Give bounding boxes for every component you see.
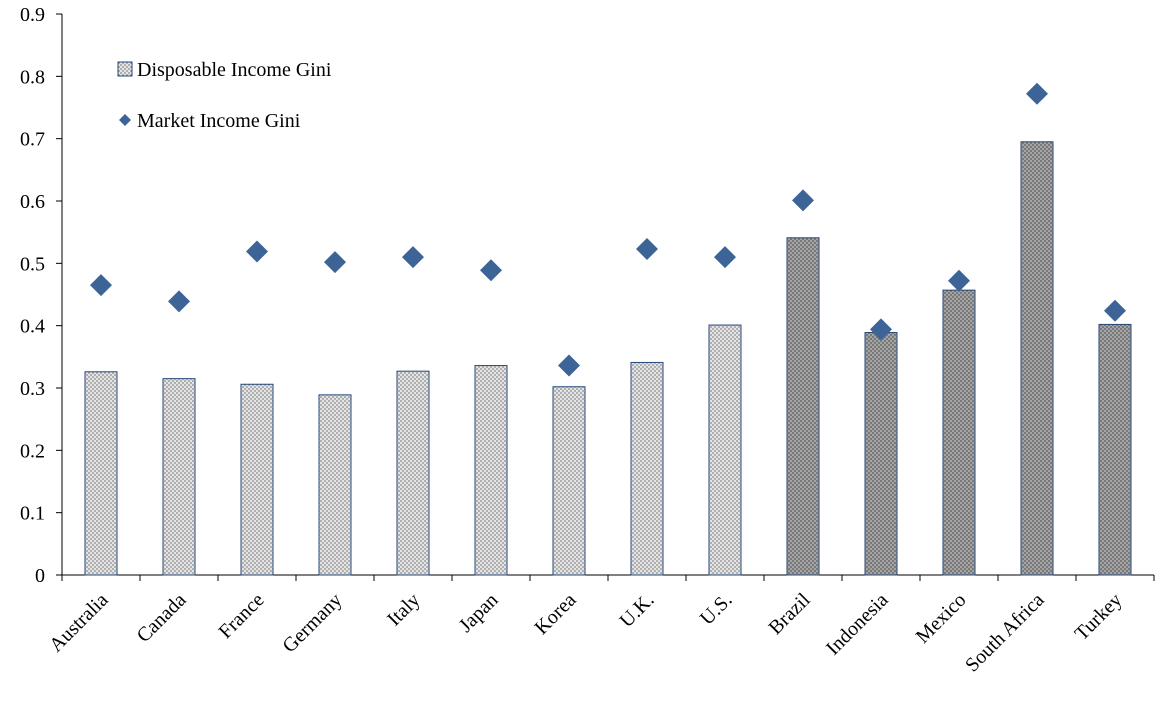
x-tick-label: Italy <box>383 589 424 630</box>
legend-swatch-bar <box>117 61 133 77</box>
y-tick-label: 0.1 <box>20 503 45 525</box>
y-tick-label: 0.4 <box>20 316 45 338</box>
marker-point <box>480 259 502 282</box>
bar <box>318 394 352 576</box>
bar <box>1098 323 1132 576</box>
x-tick-label: Japan <box>455 589 503 637</box>
marker-point <box>948 269 970 292</box>
x-tick-label: Australia <box>45 589 112 656</box>
bar <box>474 365 508 576</box>
bar <box>630 361 664 576</box>
marker-series <box>90 82 1126 377</box>
bar <box>942 289 976 576</box>
y-tick-label: 0.2 <box>20 440 45 462</box>
x-tick-label: U.S. <box>696 589 737 630</box>
bar <box>786 237 820 576</box>
bar <box>552 386 586 576</box>
marker-point <box>636 237 658 260</box>
bar <box>1020 141 1054 576</box>
bar <box>708 324 742 576</box>
x-tick-label: Brazil <box>764 589 814 639</box>
marker-point <box>558 354 580 377</box>
x-tick-label: Canada <box>133 589 191 647</box>
marker-point <box>1104 299 1126 322</box>
y-tick-label: 0 <box>35 565 45 587</box>
marker-point <box>1026 82 1048 105</box>
marker-point <box>714 246 736 269</box>
y-tick-label: 0.6 <box>20 191 45 213</box>
legend-label-disposable: Disposable Income Gini <box>137 59 332 81</box>
marker-point <box>402 246 424 269</box>
x-tick-label: Indonesia <box>822 589 893 660</box>
bar <box>240 383 274 576</box>
marker-point <box>246 240 268 263</box>
y-tick-label: 0.3 <box>20 378 45 400</box>
marker-point <box>870 318 892 341</box>
marker-point <box>324 251 346 274</box>
x-tick-label: Mexico <box>912 589 971 648</box>
x-tick-label: South Africa <box>961 589 1049 677</box>
marker-point <box>792 189 814 212</box>
marker-point <box>90 274 112 297</box>
x-tick-label: Germany <box>278 589 346 657</box>
y-tick-label: 0.8 <box>20 66 45 88</box>
x-tick-label: Korea <box>530 589 580 639</box>
bar <box>396 370 430 576</box>
marker-point <box>168 290 190 313</box>
x-tick-label: U.K. <box>615 589 658 632</box>
bar <box>84 371 118 576</box>
bar-series <box>84 141 1132 576</box>
x-axis: Australia Canada France Germany Italy Japan Ko… <box>45 574 1155 677</box>
y-tick-label: 0.7 <box>20 129 45 151</box>
bar <box>162 378 196 576</box>
x-tick-label: Turkey <box>1071 589 1127 645</box>
y-tick-label: 0.9 <box>20 4 45 26</box>
y-axis: 0 0.1 0.2 0.3 0.4 0.5 0.6 0.7 0.8 0.9 <box>20 4 63 587</box>
legend-label-market: Market Income Gini <box>137 110 301 132</box>
y-tick-label: 0.5 <box>20 253 45 275</box>
bar <box>864 332 898 576</box>
x-tick-label: France <box>214 589 268 643</box>
legend-swatch-marker <box>119 114 131 126</box>
legend: Disposable Income Gini Market Income Gini <box>117 59 332 132</box>
